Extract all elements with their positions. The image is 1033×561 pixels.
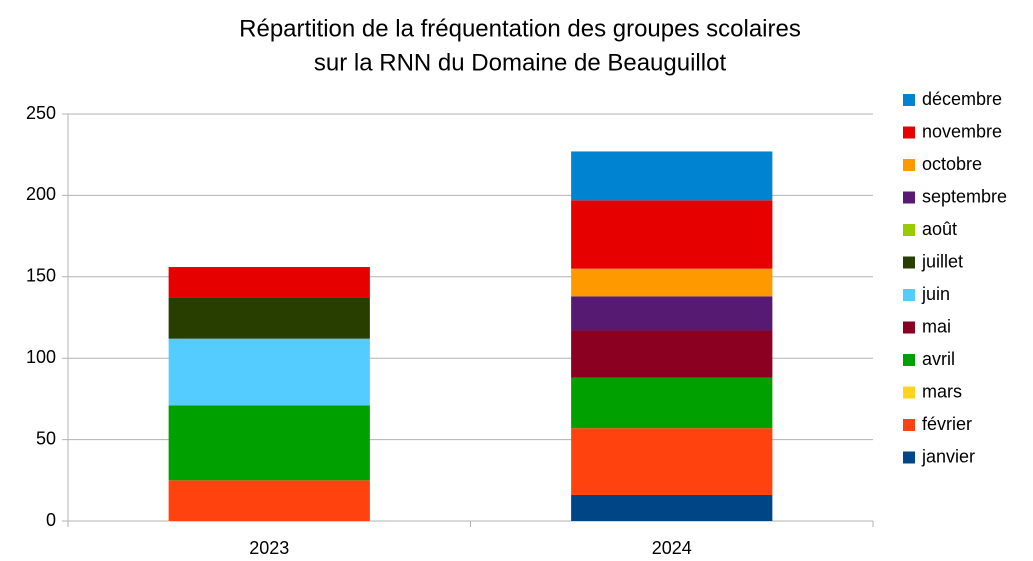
legend-label: juin <box>921 284 950 304</box>
legend-swatch <box>903 224 915 236</box>
legend-label: mars <box>922 381 962 401</box>
legend-swatch <box>903 354 915 366</box>
chart-title: Répartition de la fréquentation des grou… <box>239 15 801 42</box>
legend-label: juillet <box>921 251 963 271</box>
chart-title: sur la RNN du Domaine de Beauguillot <box>314 49 727 76</box>
legend-label: décembre <box>922 89 1002 109</box>
legend-swatch <box>903 419 915 431</box>
bar-segment <box>571 330 773 378</box>
legend-swatch <box>903 321 915 334</box>
y-tick-label: 100 <box>26 347 56 367</box>
bar-segment <box>571 151 773 201</box>
bar-segment <box>571 377 773 429</box>
legend-swatch <box>903 256 915 269</box>
bar-segment <box>168 267 370 298</box>
legend-label: novembre <box>922 121 1002 141</box>
y-tick-label: 50 <box>36 428 56 448</box>
y-tick-label: 250 <box>26 103 56 123</box>
legend-label: mai <box>922 316 951 336</box>
legend-label: septembre <box>922 186 1007 206</box>
legend-label: février <box>922 414 972 434</box>
bar-segment <box>571 200 773 269</box>
y-tick-label: 200 <box>26 184 56 204</box>
legend-swatch <box>903 386 915 399</box>
bar-segment <box>571 428 773 495</box>
bar-segment <box>168 405 370 481</box>
legend-label: août <box>922 219 957 239</box>
y-tick-label: 150 <box>26 266 56 286</box>
legend-swatch <box>903 451 915 464</box>
legend-swatch <box>903 159 915 171</box>
bar-segment <box>571 296 773 331</box>
legend-swatch <box>903 191 915 204</box>
x-tick-label: 2024 <box>652 538 692 558</box>
legend-swatch <box>903 289 915 301</box>
bar-segment <box>168 480 370 521</box>
bar-segment <box>571 268 773 297</box>
legend-swatch <box>903 94 915 106</box>
bar-segment <box>571 494 773 521</box>
legend-label: avril <box>922 349 955 369</box>
bar-segment <box>168 338 370 406</box>
x-tick-label: 2023 <box>249 538 289 558</box>
y-tick-label: 0 <box>46 510 56 530</box>
legend-label: janvier <box>921 446 975 466</box>
legend-swatch <box>903 126 915 139</box>
bar-segment <box>168 297 370 339</box>
legend-label: octobre <box>922 154 982 174</box>
